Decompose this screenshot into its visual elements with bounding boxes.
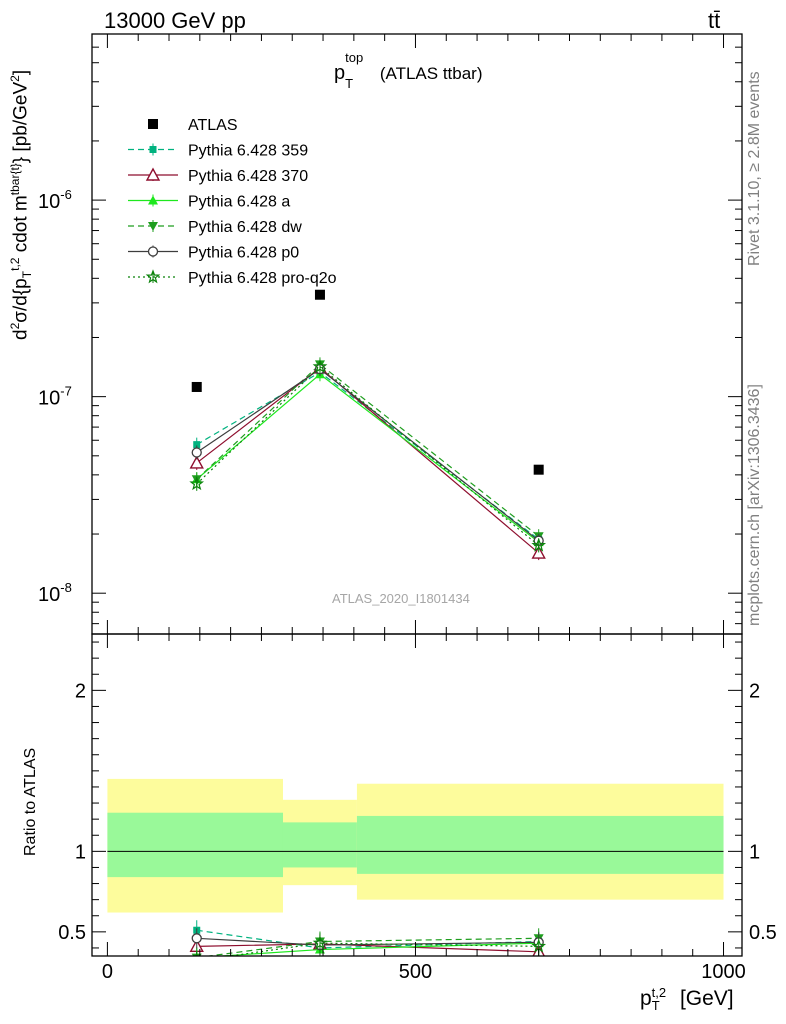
atlas-point-2 xyxy=(533,464,544,475)
ratio-series-line-5 xyxy=(226,942,539,956)
main-series-line-5 xyxy=(196,368,540,542)
ratio-band-inner-1 xyxy=(282,822,357,868)
ratio-ytick-label-right: 1 xyxy=(749,841,760,863)
main-ytick-label: 10-7 xyxy=(38,384,72,410)
legend-marker-5 xyxy=(147,246,159,257)
xtick-label: 500 xyxy=(399,961,432,983)
ratio-point-5-2 xyxy=(531,938,547,953)
ratio-ytick-label-left: 2 xyxy=(75,680,86,702)
legend-marker-1 xyxy=(149,146,157,153)
main-point-2-2 xyxy=(531,545,546,559)
main-ytick-label: 10-8 xyxy=(38,580,72,606)
main-ytick-label: 10-6 xyxy=(38,187,72,213)
collision-label: 13000 GeV pp xyxy=(104,8,246,33)
plot-title: p top T (ATLAS ttbar) xyxy=(334,50,483,91)
main-series-line-1 xyxy=(196,371,540,540)
main-series-line-3 xyxy=(196,373,540,543)
plot-title-rest: (ATLAS ttbar) xyxy=(375,64,483,83)
atlas-point-1 xyxy=(314,289,325,300)
analysis-watermark: ATLAS_2020_I1801434 xyxy=(332,591,470,606)
legend-marker-3 xyxy=(148,195,158,205)
legend-label-0: ATLAS xyxy=(188,117,238,134)
main-point-2-0 xyxy=(189,455,204,469)
ratio-point-5-1 xyxy=(312,935,328,950)
legend-label-5: Pythia 6.428 p0 xyxy=(188,245,299,262)
ratio-point-4-0 xyxy=(191,933,202,944)
main-point-6-2 xyxy=(531,537,547,552)
plot-title-sub: T xyxy=(345,76,354,91)
main-point-6-1 xyxy=(312,358,328,374)
atlas-point-0 xyxy=(191,381,202,392)
ratio-frame xyxy=(91,633,743,957)
main-series-line-6 xyxy=(196,365,540,546)
legend-label-2: Pythia 6.428 370 xyxy=(188,168,308,185)
plot-title-main: p xyxy=(334,62,346,84)
ratio-ytick-label-left: 1 xyxy=(75,841,86,863)
legend-label-4: Pythia 6.428 dw xyxy=(188,219,302,236)
process-label: tt̄ xyxy=(708,8,721,33)
x-axis-label: pTt,2 [GeV] xyxy=(640,985,734,1014)
legend-marker-4 xyxy=(148,222,158,231)
main-point-6-0 xyxy=(189,476,205,491)
xtick-label: 1000 xyxy=(701,961,746,983)
ratio-band-inner-2 xyxy=(356,815,724,874)
legend-label-6: Pythia 6.428 pro-q2o xyxy=(188,270,337,287)
legend-label-3: Pythia 6.428 a xyxy=(188,194,290,211)
ratio-ytick-label-right: 0.5 xyxy=(749,922,777,944)
xtick-label: 0 xyxy=(102,961,113,983)
main-series-line-2 xyxy=(196,367,540,554)
ratio-ytick-label-left: 0.5 xyxy=(58,922,86,944)
main-point-5-0 xyxy=(191,447,202,458)
legend-label-1: Pythia 6.428 359 xyxy=(188,143,308,160)
legend-marker-6 xyxy=(145,269,161,284)
main-point-1-0 xyxy=(193,441,201,449)
legend-marker-2 xyxy=(145,167,161,181)
legend-marker-0 xyxy=(148,119,158,129)
ratio-band-inner-0 xyxy=(107,812,283,878)
plot-title-sup: top xyxy=(345,50,364,65)
ratio-ytick-label-right: 2 xyxy=(749,680,760,702)
main-series-line-4 xyxy=(196,363,540,537)
